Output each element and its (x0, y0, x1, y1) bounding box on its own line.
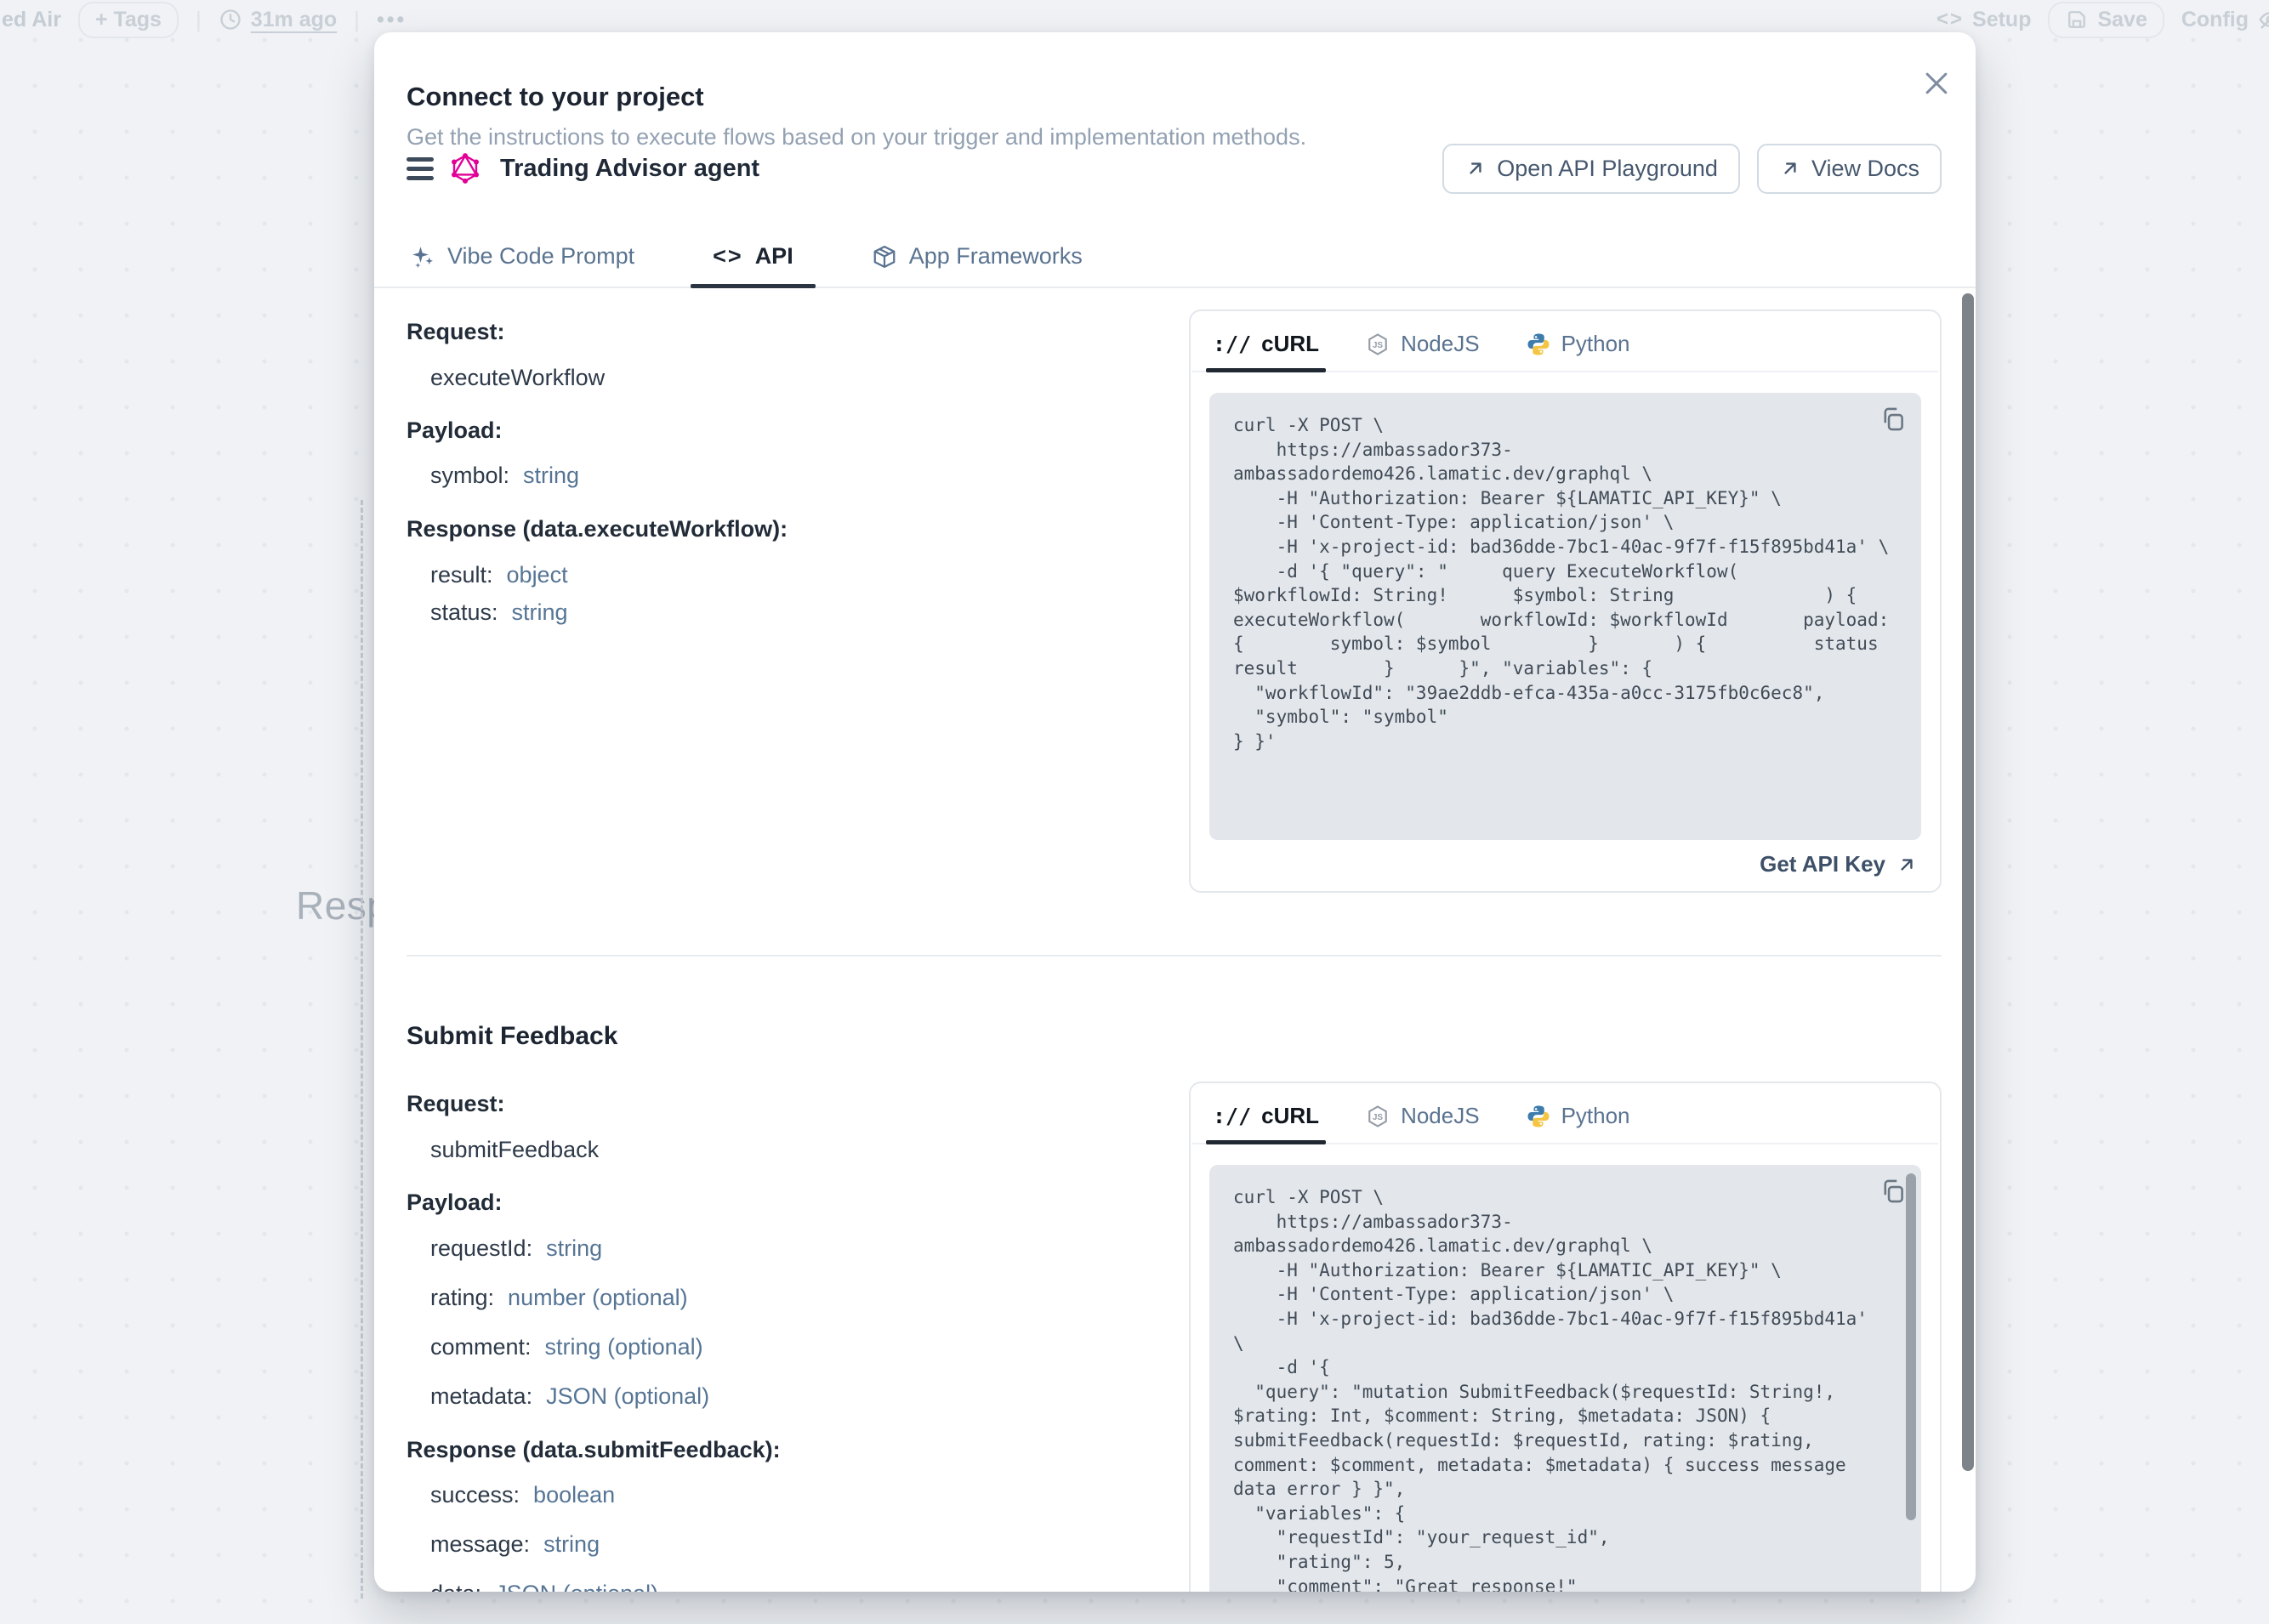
code-brackets-icon: <> (1936, 8, 1965, 31)
save-button[interactable]: Save (2048, 1, 2164, 38)
flow-name: ed Air (2, 7, 61, 31)
code-tab-curl[interactable]: :// cURL (1205, 1103, 1327, 1144)
request-label: Request: (407, 1091, 505, 1116)
curl-code: curl -X POST \ https://ambassador373- am… (1233, 415, 1890, 752)
close-icon (1919, 66, 1953, 100)
menu-icon[interactable] (407, 156, 434, 180)
top-toolbar: ed Air + Tags | 31m ago | ••• <> Setup S… (0, 0, 2269, 39)
code-scrollbar-thumb[interactable] (1906, 1173, 1916, 1520)
toolbar-divider: | (195, 6, 202, 32)
curl-icon: :// (1213, 1104, 1252, 1128)
response-label: Response (data.executeWorkflow): (407, 516, 788, 542)
code-tab-python[interactable]: Python (1526, 1103, 1630, 1143)
curl-code: curl -X POST \ https://ambassador373- am… (1233, 1187, 1868, 1592)
submit-feedback-code-card: :// cURL JS NodeJS (1189, 1082, 1942, 1592)
response-label: Response (data.submitFeedback): (407, 1437, 781, 1462)
external-link-icon (1779, 157, 1801, 179)
payload-field: metadata: JSON (optional) (430, 1383, 710, 1409)
response-field: status: string (430, 599, 568, 625)
external-link-icon (1464, 157, 1487, 179)
open-api-playground-button[interactable]: Open API Playground (1442, 143, 1740, 194)
close-button[interactable] (1918, 65, 1955, 102)
curl-icon: :// (1213, 332, 1252, 356)
response-field: success: boolean (430, 1482, 616, 1508)
eye-off-icon (2257, 7, 2269, 32)
external-link-icon (1896, 854, 1918, 876)
svg-text:JS: JS (1373, 341, 1384, 350)
copy-icon[interactable] (1879, 405, 1908, 434)
code-tab-nodejs[interactable]: JS NodeJS (1365, 1103, 1480, 1143)
more-options-button[interactable]: ••• (376, 7, 407, 31)
code-tab-curl[interactable]: :// cURL (1205, 331, 1327, 372)
section-heading: Submit Feedback (407, 1022, 618, 1050)
request-value: executeWorkflow (430, 365, 606, 390)
curl-code-block: curl -X POST \ https://ambassador373- am… (1209, 393, 1921, 840)
payload-field: requestId: string (430, 1235, 603, 1261)
request-value: submitFeedback (430, 1137, 600, 1162)
payload-field: rating: number (optional) (430, 1285, 688, 1310)
response-field: message: string (430, 1531, 600, 1557)
config-button[interactable]: Config (2181, 7, 2269, 32)
tab-app-frameworks[interactable]: App Frameworks (868, 243, 1086, 287)
package-icon (872, 244, 897, 270)
setup-button[interactable]: <> Setup (1936, 7, 2032, 31)
section-divider (407, 955, 1942, 957)
payload-label: Payload: (407, 417, 503, 443)
code-tab-nodejs[interactable]: JS NodeJS (1365, 331, 1480, 371)
execute-workflow-code-card: :// cURL JS NodeJS (1189, 309, 1942, 893)
modal-scrollbar-thumb[interactable] (1962, 293, 1974, 1471)
payload-field: comment: string (optional) (430, 1334, 703, 1360)
code-language-tabs: :// cURL JS NodeJS (1192, 311, 1938, 372)
execute-workflow-docs: Request: executeWorkflow Payload: symbol… (407, 315, 1155, 629)
modal-subtitle: Get the instructions to execute flows ba… (407, 124, 1307, 150)
python-icon (1526, 332, 1551, 357)
nodejs-icon: JS (1365, 332, 1390, 357)
canvas-dashed-edge (361, 500, 363, 1598)
modal-tabs: Vibe Code Prompt <> API App Frameworks (374, 230, 1976, 288)
request-label: Request: (407, 319, 505, 344)
curl-code-block: curl -X POST \ https://ambassador373- am… (1209, 1165, 1921, 1592)
tab-vibe-code-prompt[interactable]: Vibe Code Prompt (407, 243, 638, 287)
connect-to-project-modal: Connect to your project Get the instruct… (374, 32, 1976, 1592)
response-field: data: JSON (optional) (407, 1576, 1155, 1592)
payload-field: symbol: string (430, 463, 580, 488)
modal-title: Connect to your project (407, 82, 704, 111)
save-icon (2065, 8, 2089, 31)
agent-header-row: Trading Advisor agent Open API Playgroun… (407, 141, 1942, 196)
response-field: result: object (430, 562, 568, 588)
python-icon (1526, 1104, 1551, 1129)
graphql-icon (449, 152, 481, 185)
payload-label: Payload: (407, 1190, 503, 1215)
code-language-tabs: :// cURL JS NodeJS (1192, 1083, 1938, 1144)
code-brackets-icon: <> (713, 243, 743, 269)
get-api-key-link[interactable]: Get API Key (1760, 851, 1918, 877)
last-saved-indicator[interactable]: 31m ago (219, 8, 337, 32)
view-docs-button[interactable]: View Docs (1756, 143, 1942, 194)
agent-name: Trading Advisor agent (500, 154, 760, 182)
copy-icon[interactable] (1879, 1177, 1908, 1206)
add-tags-button[interactable]: + Tags (77, 1, 179, 38)
toolbar-divider: | (354, 6, 360, 32)
code-tab-python[interactable]: Python (1526, 331, 1630, 371)
nodejs-icon: JS (1365, 1104, 1390, 1129)
submit-feedback-docs: Submit Feedback Request: submitFeedback … (407, 1019, 1155, 1592)
tab-api[interactable]: <> API (691, 243, 816, 288)
sparkles-icon (410, 244, 435, 270)
svg-text:JS: JS (1373, 1113, 1384, 1122)
clock-icon (219, 8, 242, 31)
